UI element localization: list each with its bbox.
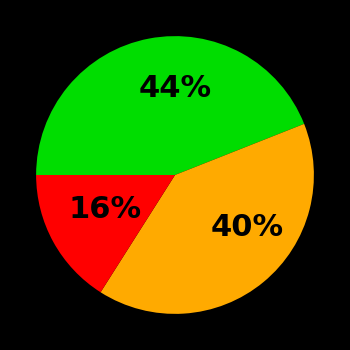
Text: 40%: 40% (211, 213, 284, 242)
Wedge shape (36, 36, 304, 175)
Wedge shape (36, 175, 175, 292)
Wedge shape (100, 124, 314, 314)
Text: 44%: 44% (139, 75, 211, 103)
Text: 16%: 16% (69, 195, 142, 224)
